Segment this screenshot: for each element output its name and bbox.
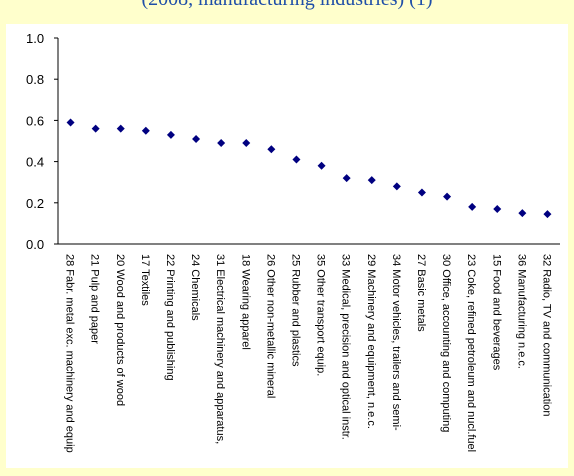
chart-title: (2008, manufacturing industries) (1): [0, 0, 574, 11]
category-label: 22 Printing and publishing: [164, 254, 176, 381]
category-label: 32 Radio, TV and communication: [540, 254, 552, 416]
y-tick-label: 0.4: [26, 155, 44, 170]
data-point: [292, 155, 301, 164]
data-point: [468, 202, 477, 211]
category-label: 17 Textiles: [139, 254, 151, 306]
category-label: 31 Electrical machinery and apparatus,: [214, 254, 226, 444]
data-point: [217, 139, 226, 148]
category-labels: 28 Fabr. metal exc. machinery and equip 2…: [64, 254, 553, 453]
data-point: [66, 118, 75, 127]
data-point: [367, 176, 376, 185]
category-label: 23 Coke, refined petroleum and nucl.fuel: [465, 254, 477, 452]
category-label: 15 Food and beverages: [490, 254, 502, 371]
category-label: 21 Pulp and paper: [89, 254, 101, 344]
category-label: 24 Chemicals: [189, 254, 201, 321]
y-tick-label: 0.2: [26, 196, 44, 211]
y-tick-label: 0.8: [26, 72, 44, 87]
chart-frame: [6, 24, 568, 468]
data-point: [242, 139, 251, 148]
category-label: 20 Wood and products of wood: [114, 254, 126, 406]
category-label: 25 Rubber and plastics: [289, 254, 301, 367]
category-label: 30 Office, accounting and computing: [440, 254, 452, 432]
y-tick-label: 0.0: [26, 237, 44, 252]
data-point: [267, 145, 276, 154]
category-label: 29 Machinery and equipment, n.e.c.: [365, 254, 377, 429]
y-axis-ticks: 0.0 0.2 0.4 0.6 0.8 1.0: [26, 31, 58, 252]
data-point: [342, 174, 351, 183]
category-label: 34 Motor vehicles, trailers and semi-: [390, 254, 402, 431]
axes: [57, 38, 560, 245]
data-point: [192, 134, 201, 143]
data-point: [141, 126, 150, 135]
data-point: [392, 182, 401, 191]
data-point: [116, 124, 125, 133]
category-label: 36 Manufacturing n.e.c.: [515, 254, 527, 369]
data-point: [543, 210, 552, 219]
category-label: 28 Fabr. metal exc. machinery and equip: [64, 254, 76, 453]
category-label: 18 Wearing apparel: [239, 254, 251, 350]
data-point: [518, 209, 527, 218]
data-point: [166, 130, 175, 139]
data-point: [493, 204, 502, 213]
category-label: 27 Basic metals: [415, 254, 427, 332]
data-points: [66, 118, 552, 219]
category-label: 33 Medical, precision and optical instr.: [340, 254, 352, 440]
data-point: [91, 124, 100, 133]
category-label: 26 Other non-metallic mineral: [264, 254, 276, 398]
y-tick-label: 1.0: [26, 31, 44, 46]
data-point: [417, 188, 426, 197]
category-label: 35 Other transport equip.: [315, 254, 327, 376]
data-point: [443, 192, 452, 201]
data-point: [317, 161, 326, 170]
y-tick-label: 0.6: [26, 113, 44, 128]
